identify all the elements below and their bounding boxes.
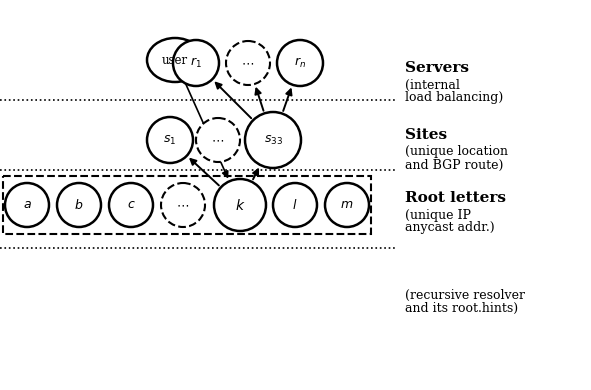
- Ellipse shape: [5, 183, 49, 227]
- Text: (unique IP: (unique IP: [405, 209, 471, 222]
- Ellipse shape: [226, 41, 270, 85]
- Ellipse shape: [161, 183, 205, 227]
- Text: $s_{33}$: $s_{33}$: [264, 133, 282, 147]
- Text: $a$: $a$: [22, 199, 31, 211]
- Text: $\cdots$: $\cdots$: [177, 199, 190, 211]
- Ellipse shape: [196, 118, 240, 162]
- Text: and its root.hints): and its root.hints): [405, 301, 518, 314]
- Text: $\cdots$: $\cdots$: [242, 57, 255, 69]
- Text: $b$: $b$: [74, 198, 84, 212]
- Text: anycast addr.): anycast addr.): [405, 222, 495, 234]
- Text: load balancing): load balancing): [405, 92, 504, 105]
- Text: Sites: Sites: [405, 128, 447, 142]
- Text: Root letters: Root letters: [405, 191, 506, 205]
- Ellipse shape: [325, 183, 369, 227]
- Ellipse shape: [245, 112, 301, 168]
- Text: $r_{n}$: $r_{n}$: [294, 56, 306, 70]
- Text: $k$: $k$: [235, 197, 245, 213]
- Text: $m$: $m$: [340, 199, 353, 211]
- Ellipse shape: [173, 40, 219, 86]
- Text: $c$: $c$: [126, 199, 135, 211]
- Bar: [3, 176, 371, 234]
- Ellipse shape: [214, 179, 266, 231]
- Text: $l$: $l$: [293, 198, 298, 212]
- Ellipse shape: [147, 38, 203, 82]
- Ellipse shape: [57, 183, 101, 227]
- Ellipse shape: [147, 117, 193, 163]
- Text: (internal: (internal: [405, 78, 460, 92]
- Text: user: user: [162, 53, 188, 67]
- Text: Servers: Servers: [405, 61, 469, 75]
- Text: $r_{1}$: $r_{1}$: [190, 56, 202, 70]
- Text: (unique location: (unique location: [405, 145, 508, 158]
- Text: and BGP route): and BGP route): [405, 158, 504, 172]
- Text: $\cdots$: $\cdots$: [212, 133, 225, 147]
- Text: $s_{1}$: $s_{1}$: [163, 133, 177, 147]
- Ellipse shape: [109, 183, 153, 227]
- Text: (recursive resolver: (recursive resolver: [405, 289, 525, 301]
- Ellipse shape: [273, 183, 317, 227]
- Ellipse shape: [277, 40, 323, 86]
